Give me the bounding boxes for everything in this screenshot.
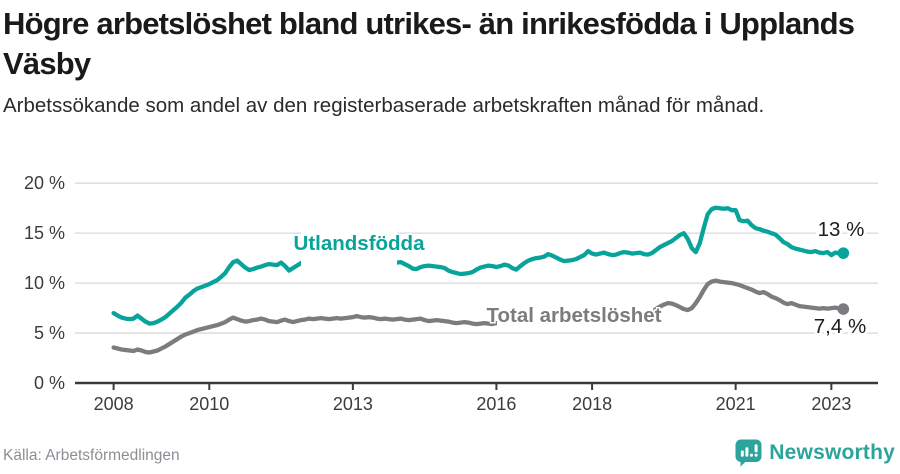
x-tick-label: 2016 xyxy=(476,394,516,414)
x-tick-label: 2023 xyxy=(811,394,851,414)
newsworthy-wordmark: Newsworthy xyxy=(769,441,895,464)
series-label-utlandsfodda: Utlandsfödda xyxy=(294,232,426,255)
newsworthy-logo[interactable]: Newsworthy xyxy=(735,439,895,467)
x-tick-label: 2018 xyxy=(572,394,612,414)
newsworthy-logo-icon xyxy=(735,439,762,467)
series-end-dot xyxy=(837,303,850,315)
series-label-mask xyxy=(301,230,397,268)
y-tick-label: 10 % xyxy=(24,273,65,293)
series-end-dot xyxy=(837,247,850,259)
x-tick-label: 2013 xyxy=(333,394,373,414)
source-note: Källa: Arbetsförmedlingen xyxy=(3,447,180,464)
series-line-utlandsfodda xyxy=(111,205,846,326)
chart-title: Högre arbetslöshet bland utrikes- än inr… xyxy=(3,6,855,81)
x-tick-label: 2021 xyxy=(716,394,756,414)
y-tick-label: 0 % xyxy=(34,373,65,393)
series-label-mask xyxy=(497,300,653,331)
x-tick-label: 2008 xyxy=(94,394,134,414)
x-tick-label: 2010 xyxy=(189,394,229,414)
series-line-total xyxy=(111,278,846,355)
end-value-label: 13 % xyxy=(818,218,865,241)
y-tick-label: 5 % xyxy=(34,323,65,343)
end-value-label: 7,4 % xyxy=(814,315,866,338)
series-label-total: Total arbetslöshet xyxy=(486,304,661,327)
line-chart: 2008 2010 2013 2016 2018 2021 2023 0 % 5 % 10 % 15… xyxy=(24,173,878,414)
chart-subtitle: Arbetssökande som andel av den registerb… xyxy=(3,94,765,117)
y-tick-label: 15 % xyxy=(24,223,65,243)
y-tick-label: 20 % xyxy=(24,173,65,193)
